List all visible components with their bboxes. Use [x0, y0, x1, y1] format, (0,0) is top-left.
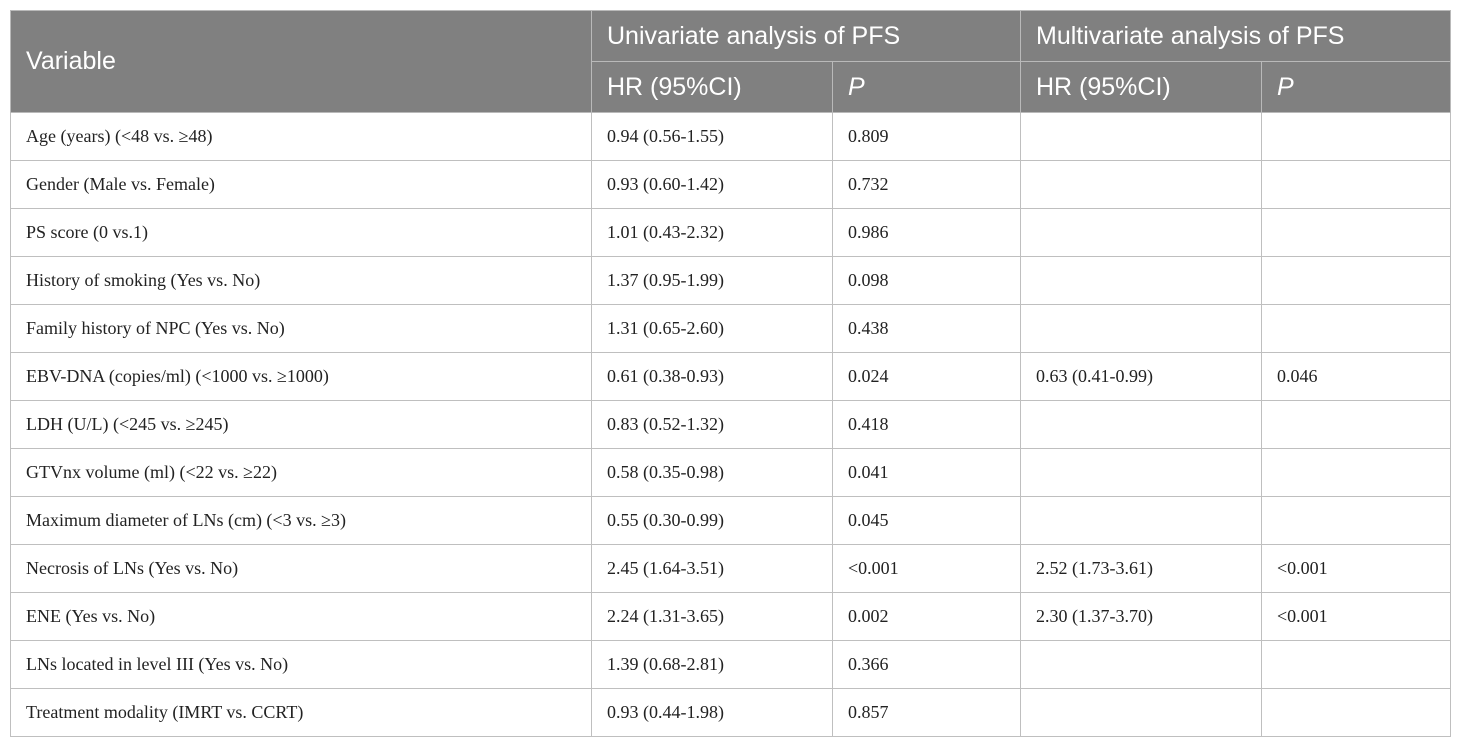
cell-uni-hr: 0.94 (0.56-1.55) [591, 112, 833, 161]
header-row-1: Variable Univariate analysis of PFS Mult… [10, 10, 1452, 113]
cell-variable: PS score (0 vs.1) [10, 208, 592, 257]
cell-variable: Family history of NPC (Yes vs. No) [10, 304, 592, 353]
cell-multi-hr [1020, 400, 1262, 449]
cell-variable: ENE (Yes vs. No) [10, 592, 592, 641]
cell-multi-p [1260, 160, 1452, 209]
cell-variable: LDH (U/L) (<245 vs. ≥245) [10, 400, 592, 449]
header-uni-hr: HR (95%CI) [591, 61, 833, 113]
cell-variable: Maximum diameter of LNs (cm) (<3 vs. ≥3) [10, 496, 592, 545]
cell-multi-p: <0.001 [1260, 544, 1452, 593]
cell-uni-hr: 1.31 (0.65-2.60) [591, 304, 833, 353]
cell-multi-hr [1020, 160, 1262, 209]
table-body: Age (years) (<48 vs. ≥48) 0.94 (0.56-1.5… [10, 112, 1452, 737]
cell-multi-p: <0.001 [1260, 592, 1452, 641]
header-multivariate: Multivariate analysis of PFS [1019, 10, 1452, 62]
table-row: Maximum diameter of LNs (cm) (<3 vs. ≥3)… [10, 496, 1452, 545]
cell-multi-p [1260, 448, 1452, 497]
cell-variable: Treatment modality (IMRT vs. CCRT) [10, 688, 592, 737]
cell-uni-p: 0.045 [832, 496, 1021, 545]
header-variable: Variable [10, 10, 592, 113]
header-row-2: HR (95%CI) P HR (95%CI) P [11, 61, 1452, 113]
cell-variable: Gender (Male vs. Female) [10, 160, 592, 209]
cell-uni-hr: 0.93 (0.60-1.42) [591, 160, 833, 209]
table-row: LNs located in level III (Yes vs. No) 1.… [10, 640, 1452, 689]
cell-uni-hr: 0.58 (0.35-0.98) [591, 448, 833, 497]
cell-multi-hr: 2.52 (1.73-3.61) [1020, 544, 1262, 593]
cell-uni-hr: 0.93 (0.44-1.98) [591, 688, 833, 737]
cell-uni-p: 0.438 [832, 304, 1021, 353]
cell-multi-p [1260, 256, 1452, 305]
cell-multi-p [1260, 208, 1452, 257]
cell-variable: EBV-DNA (copies/ml) (<1000 vs. ≥1000) [10, 352, 592, 401]
header-multi-hr: HR (95%CI) [1020, 61, 1262, 113]
table-row: Age (years) (<48 vs. ≥48) 0.94 (0.56-1.5… [10, 112, 1452, 161]
cell-multi-hr [1020, 208, 1262, 257]
cell-uni-hr: 2.24 (1.31-3.65) [591, 592, 833, 641]
cell-multi-hr [1020, 640, 1262, 689]
table-row: LDH (U/L) (<245 vs. ≥245) 0.83 (0.52-1.3… [10, 400, 1452, 449]
cell-uni-p: 0.098 [832, 256, 1021, 305]
cell-multi-p [1260, 112, 1452, 161]
cell-uni-p: 0.732 [832, 160, 1021, 209]
cell-multi-p [1260, 400, 1452, 449]
table-row: ENE (Yes vs. No) 2.24 (1.31-3.65) 0.002 … [10, 592, 1452, 641]
table-row: GTVnx volume (ml) (<22 vs. ≥22) 0.58 (0.… [10, 448, 1452, 497]
cell-uni-hr: 1.39 (0.68-2.81) [591, 640, 833, 689]
cell-uni-hr: 0.83 (0.52-1.32) [591, 400, 833, 449]
table-header: Variable Univariate analysis of PFS Mult… [10, 10, 1452, 113]
cell-uni-p: 0.041 [832, 448, 1021, 497]
cell-uni-p: 0.857 [832, 688, 1021, 737]
cell-uni-p: 0.809 [832, 112, 1021, 161]
cell-uni-hr: 0.55 (0.30-0.99) [591, 496, 833, 545]
cell-multi-hr: 0.63 (0.41-0.99) [1020, 352, 1262, 401]
table-row: Necrosis of LNs (Yes vs. No) 2.45 (1.64-… [10, 544, 1452, 593]
cell-variable: Necrosis of LNs (Yes vs. No) [10, 544, 592, 593]
cell-variable: GTVnx volume (ml) (<22 vs. ≥22) [10, 448, 592, 497]
cell-uni-p: 0.986 [832, 208, 1021, 257]
cell-multi-p [1260, 640, 1452, 689]
cell-uni-p: <0.001 [832, 544, 1021, 593]
table-row: History of smoking (Yes vs. No) 1.37 (0.… [10, 256, 1452, 305]
header-univariate: Univariate analysis of PFS [591, 10, 1021, 62]
cell-multi-hr [1020, 448, 1262, 497]
cell-uni-hr: 0.61 (0.38-0.93) [591, 352, 833, 401]
cell-multi-p [1260, 688, 1452, 737]
cell-uni-p: 0.002 [832, 592, 1021, 641]
cell-uni-p: 0.418 [832, 400, 1021, 449]
table-row: PS score (0 vs.1) 1.01 (0.43-2.32) 0.986 [10, 208, 1452, 257]
header-multi-p: P [1260, 61, 1452, 113]
cell-uni-hr: 1.01 (0.43-2.32) [591, 208, 833, 257]
cell-uni-p: 0.024 [832, 352, 1021, 401]
table-row: Family history of NPC (Yes vs. No) 1.31 … [10, 304, 1452, 353]
pfs-analysis-table-container: Variable Univariate analysis of PFS Mult… [10, 10, 1452, 737]
cell-uni-hr: 2.45 (1.64-3.51) [591, 544, 833, 593]
cell-multi-hr [1020, 112, 1262, 161]
pfs-analysis-table: Variable Univariate analysis of PFS Mult… [10, 10, 1452, 737]
cell-multi-hr [1020, 688, 1262, 737]
cell-multi-hr [1020, 496, 1262, 545]
table-row: Gender (Male vs. Female) 0.93 (0.60-1.42… [10, 160, 1452, 209]
cell-multi-hr [1020, 256, 1262, 305]
cell-multi-p [1260, 496, 1452, 545]
header-uni-p: P [832, 61, 1021, 113]
cell-multi-hr [1020, 304, 1262, 353]
cell-variable: Age (years) (<48 vs. ≥48) [10, 112, 592, 161]
cell-multi-p [1260, 304, 1452, 353]
cell-multi-p: 0.046 [1260, 352, 1452, 401]
cell-variable: History of smoking (Yes vs. No) [10, 256, 592, 305]
cell-variable: LNs located in level III (Yes vs. No) [10, 640, 592, 689]
cell-multi-hr: 2.30 (1.37-3.70) [1020, 592, 1262, 641]
table-row: Treatment modality (IMRT vs. CCRT) 0.93 … [10, 688, 1452, 737]
cell-uni-p: 0.366 [832, 640, 1021, 689]
table-row: EBV-DNA (copies/ml) (<1000 vs. ≥1000) 0.… [10, 352, 1452, 401]
cell-uni-hr: 1.37 (0.95-1.99) [591, 256, 833, 305]
